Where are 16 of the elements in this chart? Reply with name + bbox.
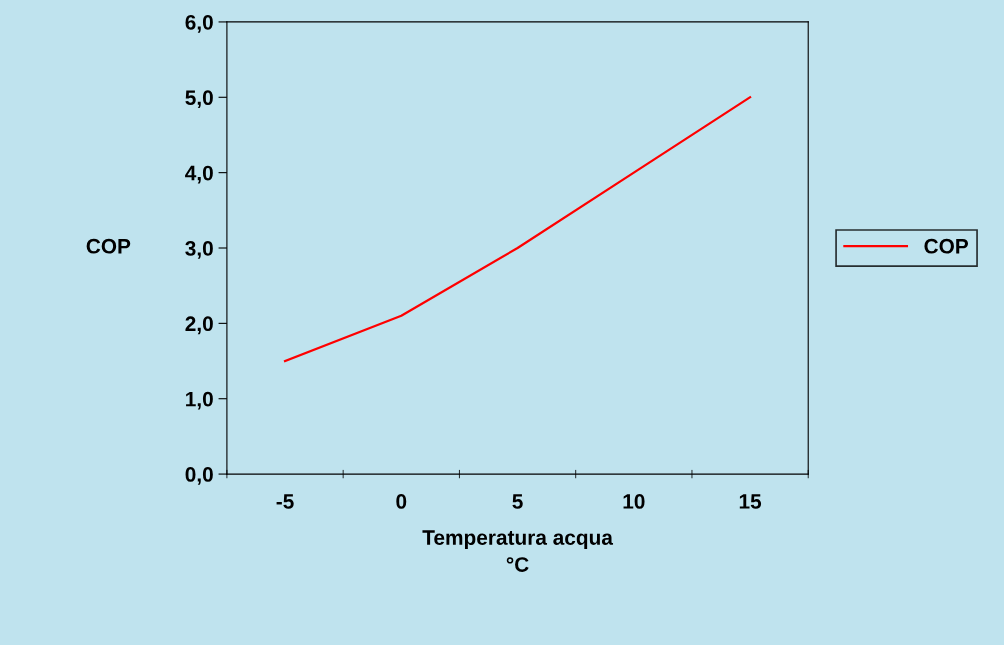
x-tick-label: 0: [396, 494, 407, 509]
x-axis-title: Temperatura acqua °C: [422, 530, 614, 572]
y-tick-label: 3,0: [185, 241, 213, 259]
x-tick-label: 15: [739, 494, 762, 509]
y-tick-label: 2,0: [185, 316, 213, 335]
y-tick-label: 6,0: [185, 14, 213, 33]
legend-label: COP: [924, 238, 969, 254]
y-tick-label: 1,0: [186, 391, 213, 410]
y-tick-label: 0,0: [185, 467, 213, 485]
x-tick-label: 5: [512, 494, 523, 509]
line-series: [283, 96, 752, 363]
y-axis-title: COP: [86, 238, 131, 254]
y-tick-label: 5,0: [185, 90, 213, 109]
x-tick-label: 10: [623, 494, 645, 509]
y-tick-label: 4,0: [185, 165, 213, 184]
x-tick-label: -5: [276, 494, 294, 509]
